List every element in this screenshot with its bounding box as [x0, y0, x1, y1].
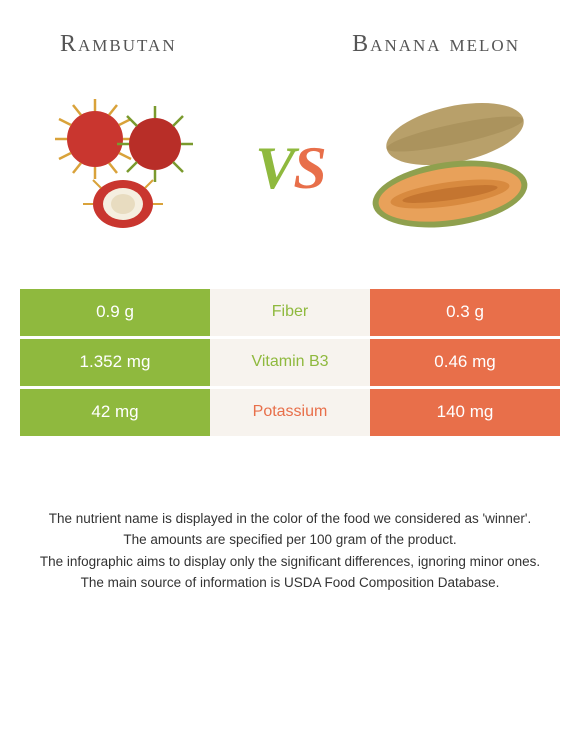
- rambutan-icon: [45, 84, 215, 254]
- left-food-title: Rambutan: [60, 30, 177, 59]
- table-row: 1.352 mg Vitamin B3 0.46 mg: [20, 339, 560, 389]
- left-food-image: [40, 79, 220, 259]
- nutrient-label: Vitamin B3: [210, 339, 370, 386]
- right-food-title: Banana melon: [352, 30, 520, 59]
- image-row: VS: [0, 69, 580, 289]
- left-value: 42 mg: [20, 389, 210, 436]
- footnote-line: The amounts are specified per 100 gram o…: [30, 530, 550, 550]
- vs-label: VS: [255, 134, 324, 203]
- right-value: 0.46 mg: [370, 339, 560, 386]
- vs-v: V: [255, 135, 293, 201]
- footnote-line: The main source of information is USDA F…: [30, 573, 550, 593]
- right-value: 140 mg: [370, 389, 560, 436]
- nutrient-label: Fiber: [210, 289, 370, 336]
- table-row: 0.9 g Fiber 0.3 g: [20, 289, 560, 339]
- vs-s: S: [293, 135, 324, 201]
- header: Rambutan Banana melon: [0, 0, 580, 69]
- footnote-line: The nutrient name is displayed in the co…: [30, 509, 550, 529]
- footnote-line: The infographic aims to display only the…: [30, 552, 550, 572]
- right-value: 0.3 g: [370, 289, 560, 336]
- nutrient-label: Potassium: [210, 389, 370, 436]
- right-food-image: [360, 79, 540, 259]
- left-value: 0.9 g: [20, 289, 210, 336]
- footnotes: The nutrient name is displayed in the co…: [0, 439, 580, 593]
- left-value: 1.352 mg: [20, 339, 210, 386]
- banana-melon-icon: [365, 84, 535, 254]
- table-row: 42 mg Potassium 140 mg: [20, 389, 560, 439]
- comparison-table: 0.9 g Fiber 0.3 g 1.352 mg Vitamin B3 0.…: [20, 289, 560, 439]
